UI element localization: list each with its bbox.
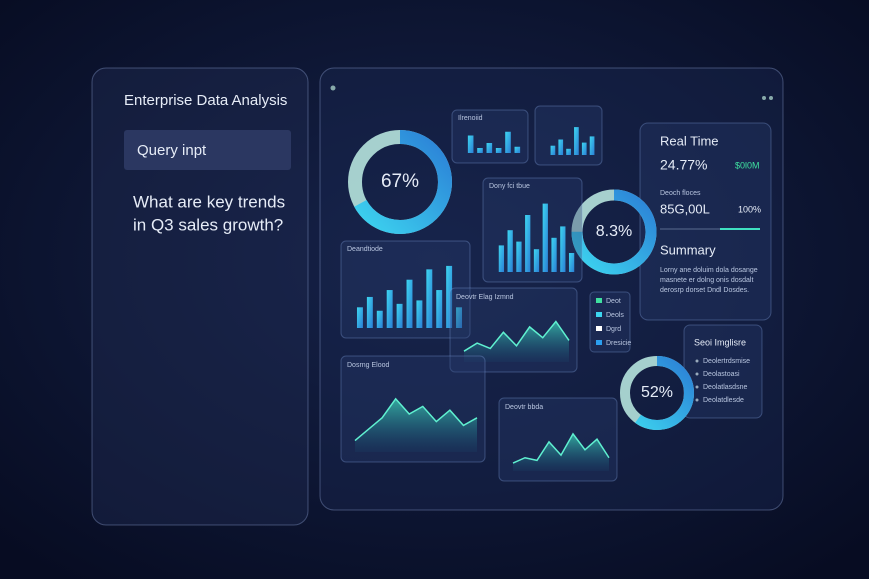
bullet — [695, 372, 699, 376]
bar — [396, 303, 403, 328]
summary-line: derosrp dorset Dndl Dosdes. — [660, 287, 749, 294]
bar — [456, 307, 463, 328]
summary-line: Lorny ane doluim dola dosange — [660, 267, 758, 274]
legend-swatch — [596, 326, 602, 331]
bar — [356, 307, 363, 328]
bar — [514, 146, 521, 153]
sidebar-title: Enterprise Data Analysis — [124, 92, 287, 109]
bar — [516, 241, 522, 272]
bar-panel — [534, 105, 603, 166]
dot — [330, 85, 336, 91]
badge: $0l0M — [735, 160, 760, 170]
legend-label: Deols — [606, 312, 624, 319]
bar — [406, 279, 413, 328]
panel-title: Deovtr Elag Izmnd — [456, 294, 514, 301]
bar — [446, 265, 453, 328]
bar — [366, 296, 373, 328]
area-line — [463, 320, 570, 352]
list-title: Seoi Imglisre — [694, 337, 746, 347]
bar — [505, 131, 511, 153]
bar — [486, 143, 493, 153]
legend-swatch — [596, 298, 602, 303]
panel-title: Ilrenoiid — [458, 115, 483, 122]
donut-label: 67% — [381, 171, 419, 192]
donut-arc — [571, 189, 657, 275]
legend-panel — [589, 291, 631, 353]
donut-arc — [620, 356, 694, 430]
legend-label: Dgrd — [606, 326, 621, 333]
panel-title: Dosrng Elood — [347, 362, 390, 369]
bar — [376, 310, 383, 328]
realtime-panel — [639, 122, 772, 321]
dot — [769, 96, 773, 100]
donut-label: 52% — [641, 384, 673, 401]
bar — [574, 127, 579, 155]
bar-panel — [482, 177, 583, 283]
area-line — [354, 397, 478, 442]
panel-title: Deandtiode — [347, 246, 383, 253]
bar — [550, 145, 556, 155]
list-item: Deolatlasdsne — [703, 384, 747, 391]
query-label: Query inpt — [137, 142, 207, 159]
bar — [560, 226, 566, 272]
bar — [495, 148, 502, 153]
panel-title: Deovtr bbda — [505, 404, 543, 411]
panel-title: Dony fci tbue — [489, 183, 530, 190]
bar — [477, 148, 483, 153]
area — [355, 398, 477, 452]
list-item: Deolatdlesde — [703, 397, 744, 404]
bar — [589, 136, 595, 155]
bar — [525, 215, 531, 272]
sidebar — [91, 67, 309, 526]
bar — [416, 300, 423, 328]
summary-line: masnete er dolng onis dosdalt — [660, 277, 753, 284]
donut-label: 8.3% — [596, 223, 632, 240]
bar — [498, 245, 505, 272]
area-line — [512, 432, 610, 464]
amount: 85G,00L — [660, 201, 710, 216]
bar — [566, 148, 571, 155]
bar — [467, 135, 474, 153]
area — [464, 321, 569, 362]
pct: 100% — [738, 204, 761, 214]
bar — [558, 139, 564, 155]
bar — [581, 142, 587, 155]
bar — [568, 253, 575, 272]
legend-label: Dresicie — [606, 340, 631, 347]
sublabel: Deoch floces — [660, 190, 701, 197]
list-item: Deolertrdsmise — [703, 358, 750, 365]
question: in Q3 sales growth? — [133, 215, 283, 234]
legend-label: Deot — [606, 298, 621, 305]
bar — [533, 249, 540, 272]
bar — [507, 230, 513, 272]
bar — [551, 237, 557, 272]
realtime-value: 24.77% — [660, 157, 707, 173]
bullet — [695, 398, 699, 402]
dot — [762, 96, 766, 100]
summary-title: Summary — [660, 242, 716, 257]
area — [513, 433, 609, 471]
question: What are key trends — [133, 192, 285, 211]
legend-swatch — [596, 312, 602, 317]
main-panel — [319, 67, 784, 511]
bullet — [695, 359, 699, 363]
bar — [426, 269, 433, 328]
bar — [542, 203, 548, 272]
legend-swatch — [596, 340, 602, 345]
bullet — [695, 385, 699, 389]
realtime-title: Real Time — [660, 133, 719, 148]
bar — [386, 290, 393, 328]
bar — [436, 290, 443, 328]
donut-arc — [348, 130, 452, 234]
list-item: Deolastoasi — [703, 371, 740, 378]
query-box[interactable] — [124, 130, 291, 170]
